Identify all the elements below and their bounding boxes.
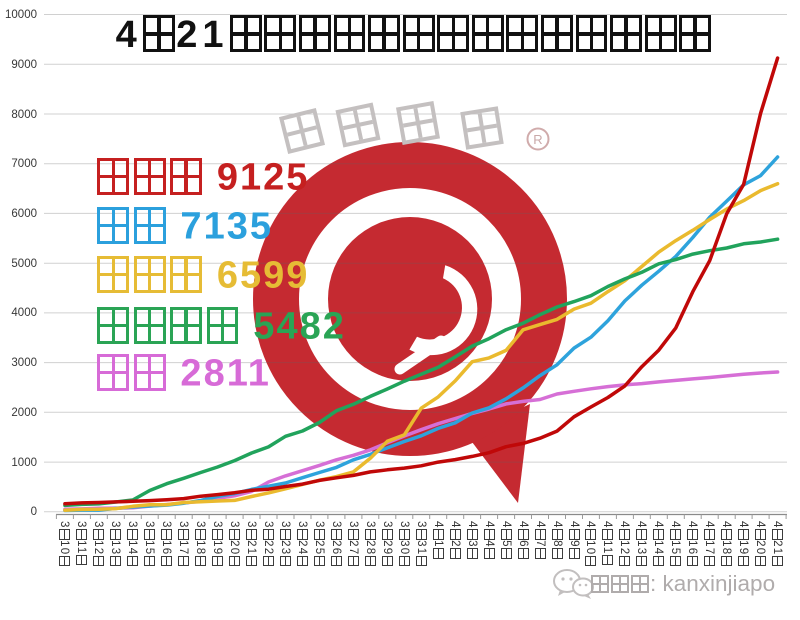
svg-text:R: R [533, 132, 542, 147]
